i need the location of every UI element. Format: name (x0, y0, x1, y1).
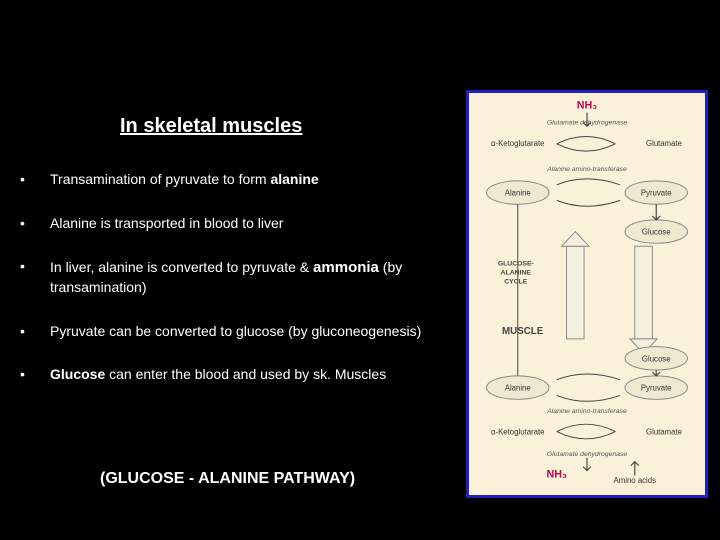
glucose-top: Glucose (642, 228, 671, 237)
bullet-dot: • (20, 322, 50, 342)
akg-bot: α-Ketoglutarate (491, 427, 545, 436)
bullet-item: • Alanine is transported in blood to liv… (20, 214, 450, 234)
pyruvate-top: Pyruvate (641, 189, 672, 198)
glucose-bot: Glucose (642, 354, 671, 363)
muscle-label: MUSCLE (502, 326, 544, 337)
glutamate-bot: Glutamate (646, 427, 682, 436)
aat-bot: Alanine amino-transferase (546, 408, 627, 415)
cycle-label3: CYCLE (504, 278, 528, 285)
akg-top: α-Ketoglutarate (491, 139, 545, 148)
nh3-top: NH₃ (577, 100, 597, 112)
glutamate-top: Glutamate (646, 139, 682, 148)
glutamate-dh-bot: Glutamate dehydrogenase (547, 451, 628, 458)
bullet-dot: • (20, 170, 50, 190)
bullet-text: Alanine is transported in blood to liver (50, 214, 450, 234)
slide-title: In skeletal muscles (120, 115, 302, 138)
bullet-dot: • (20, 257, 50, 277)
bullet-item: • Glucose can enter the blood and used b… (20, 365, 450, 385)
cycle-label2: ALANINE (501, 269, 532, 276)
bullet-text: Transamination of pyruvate to form alani… (50, 170, 450, 190)
bullet-list: • Transamination of pyruvate to form ala… (20, 170, 450, 409)
alanine-top: Alanine (505, 189, 531, 198)
cycle-diagram: NH₃ Glutamate dehydrogenase α-Ketoglutar… (466, 90, 708, 498)
nh3-bot: NH₃ (547, 468, 567, 480)
pyruvate-bot: Pyruvate (641, 384, 672, 393)
pathway-label: (GLUCOSE - ALANINE PATHWAY) (100, 470, 355, 488)
bullet-item: • In liver, alanine is converted to pyru… (20, 257, 450, 298)
aat-top: Alanine amino-transferase (546, 166, 627, 173)
bullet-dot: • (20, 365, 50, 385)
bullet-text: Pyruvate can be converted to glucose (by… (50, 322, 450, 342)
glutamate-dh-top: Glutamate dehydrogenase (547, 119, 628, 126)
amino-acids: Amino acids (614, 476, 657, 485)
alanine-bot: Alanine (505, 384, 531, 393)
bullet-item: • Transamination of pyruvate to form ala… (20, 170, 450, 190)
bullet-item: • Pyruvate can be converted to glucose (… (20, 322, 450, 342)
cycle-label: GLUCOSE- (498, 261, 534, 268)
bullet-text: Glucose can enter the blood and used by … (50, 365, 450, 385)
bullet-dot: • (20, 214, 50, 234)
bullet-text: In liver, alanine is converted to pyruva… (50, 257, 450, 298)
